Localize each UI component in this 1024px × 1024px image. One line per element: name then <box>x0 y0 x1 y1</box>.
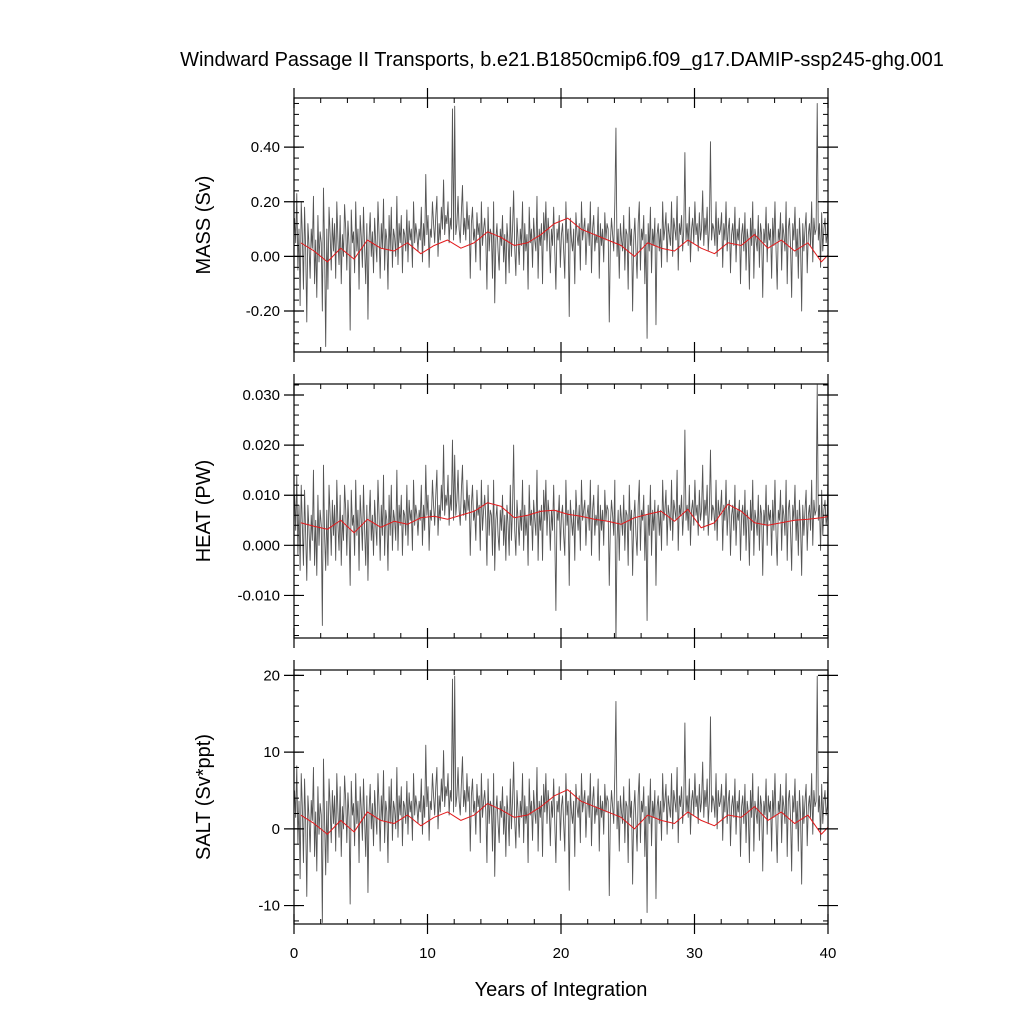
mass-annual-series-line <box>300 217 828 263</box>
heat-y-axis-title: HEAT (PW) <box>193 460 215 563</box>
salt-x-tick-label: 30 <box>686 945 703 962</box>
heat-y-tick-label: 0.000 <box>242 537 280 554</box>
heat-y-tick-label: 0.010 <box>242 487 280 504</box>
salt-x-tick-label: 10 <box>419 945 436 962</box>
mass-y-tick-label: 0.20 <box>251 194 280 211</box>
x-axis-title: Years of Integration <box>475 979 648 1001</box>
panel-mass: -0.20 0.00 0.20 0.40 MASS (Sv) <box>193 88 838 362</box>
salt-y-tick-label: 20 <box>263 667 280 684</box>
panels: -0.20 0.00 0.20 0.40 MASS (Sv) -0.010 0.000 0.0… <box>193 88 838 962</box>
salt-y-axis-title: SALT (Sv*ppt) <box>193 734 215 860</box>
salt-y-tick-label: 0 <box>272 821 280 838</box>
salt-x-tick-label: 20 <box>553 945 570 962</box>
salt-y-tick-label: -10 <box>258 898 280 915</box>
panel-salt: -10 0 10 20 0 10 20 30 40 SALT (Sv*ppt) <box>193 660 838 962</box>
mass-y-axis-title: MASS (Sv) <box>193 176 215 275</box>
heat-y-tick-label: -0.010 <box>237 587 280 604</box>
salt-monthly-series-line <box>294 675 828 923</box>
heat-monthly-series-line <box>294 384 828 638</box>
heat-y-tick-label: 0.030 <box>242 387 280 404</box>
salt-x-tick-label: 40 <box>820 945 837 962</box>
salt-annual-series-line <box>300 789 828 835</box>
salt-x-tick-label: 0 <box>290 945 298 962</box>
mass-monthly-series-line <box>294 103 828 347</box>
chart-title: Windward Passage II Transports, b.e21.B1… <box>180 49 944 71</box>
mass-y-tick-label: 0.40 <box>251 139 280 156</box>
heat-y-tick-label: 0.020 <box>242 437 280 454</box>
panel-heat: -0.010 0.000 0.010 0.020 0.030 HEAT (PW) <box>193 374 838 648</box>
mass-y-tick-label: 0.00 <box>251 248 280 265</box>
salt-y-tick-label: 10 <box>263 744 280 761</box>
mass-y-tick-label: -0.20 <box>246 303 280 320</box>
heat-annual-series-line <box>300 502 828 534</box>
